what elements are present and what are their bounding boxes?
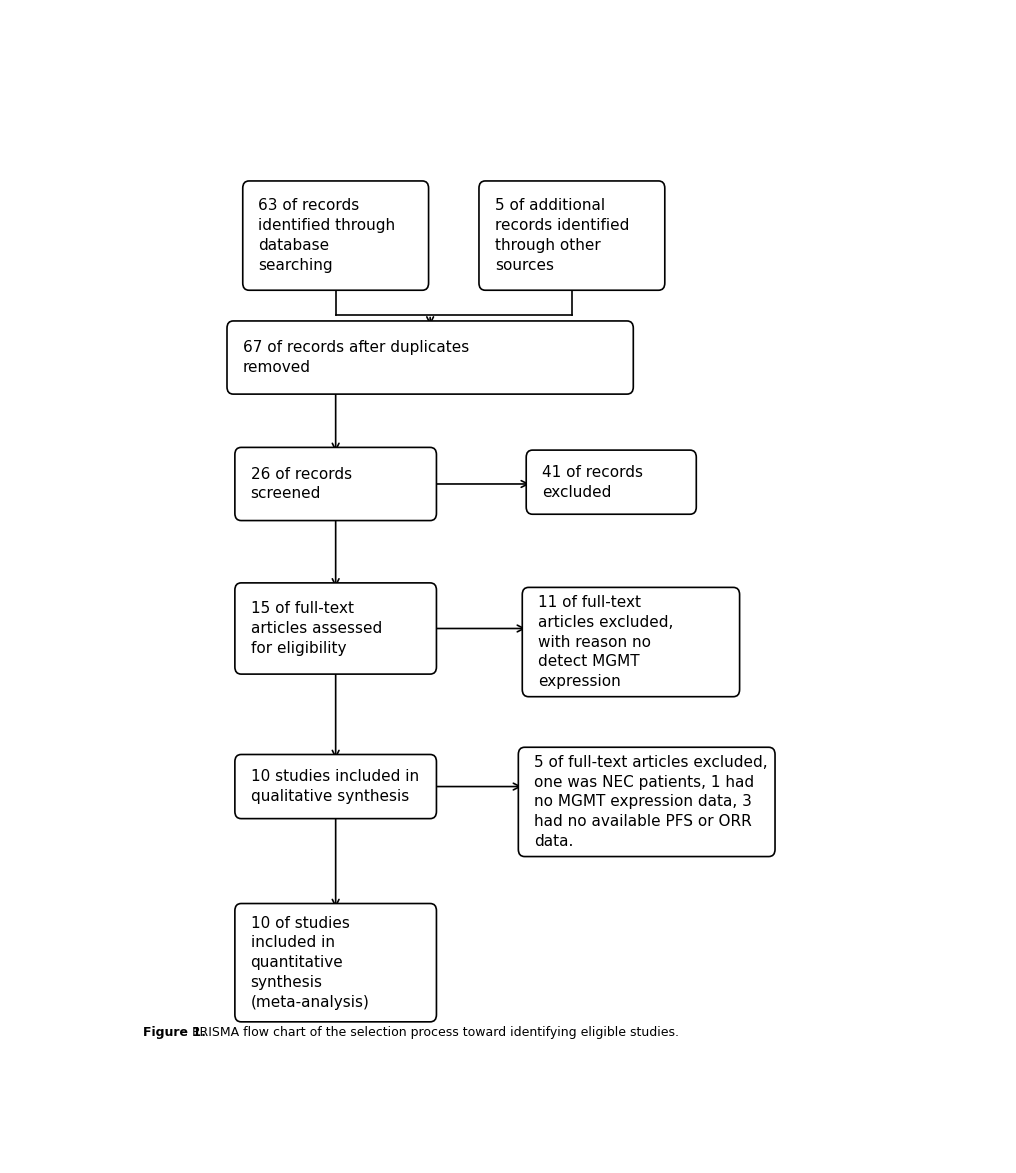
Text: 41 of records
excluded: 41 of records excluded <box>542 465 643 500</box>
Text: 10 of studies
included in
quantitative
synthesis
(meta-analysis): 10 of studies included in quantitative s… <box>251 916 370 1010</box>
Text: Figure 1.: Figure 1. <box>142 1026 205 1039</box>
FancyBboxPatch shape <box>518 747 775 856</box>
Text: 10 studies included in
qualitative synthesis: 10 studies included in qualitative synth… <box>251 769 419 804</box>
FancyBboxPatch shape <box>235 583 437 674</box>
Text: PRISMA flow chart of the selection process toward identifying eligible studies.: PRISMA flow chart of the selection proce… <box>188 1026 680 1039</box>
Text: 11 of full-text
articles excluded,
with reason no
detect MGMT
expression: 11 of full-text articles excluded, with … <box>538 595 674 690</box>
Text: 26 of records
screened: 26 of records screened <box>251 467 352 501</box>
Text: 67 of records after duplicates
removed: 67 of records after duplicates removed <box>243 340 469 375</box>
FancyBboxPatch shape <box>235 754 437 819</box>
Text: 15 of full-text
articles assessed
for eligibility: 15 of full-text articles assessed for el… <box>251 602 382 656</box>
FancyBboxPatch shape <box>479 181 664 290</box>
FancyBboxPatch shape <box>235 903 437 1022</box>
FancyBboxPatch shape <box>235 447 437 521</box>
FancyBboxPatch shape <box>522 588 740 697</box>
FancyBboxPatch shape <box>526 450 696 514</box>
Text: 5 of additional
records identified
through other
sources: 5 of additional records identified throu… <box>495 198 629 273</box>
FancyBboxPatch shape <box>243 181 429 290</box>
FancyBboxPatch shape <box>227 321 633 394</box>
Text: 5 of full-text articles excluded,
one was NEC patients, 1 had
no MGMT expression: 5 of full-text articles excluded, one wa… <box>534 754 768 849</box>
Text: 63 of records
identified through
database
searching: 63 of records identified through databas… <box>258 198 395 273</box>
